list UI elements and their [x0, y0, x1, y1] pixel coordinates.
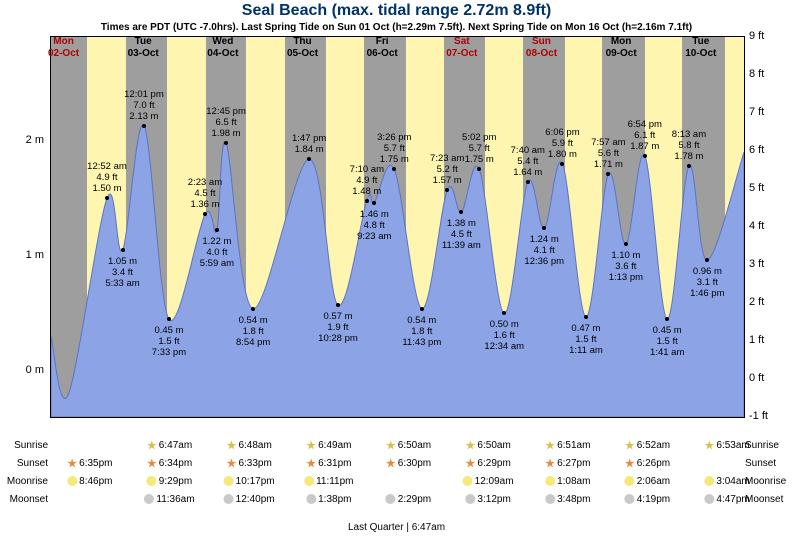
tide-chart: Seal Beach (max. tidal range 2.72m 8.9ft… — [0, 0, 793, 539]
row-label: Moonset — [745, 494, 791, 505]
moonrise-row: Moonrise Moonrise 8:46pm9:29pm10:17pm11:… — [50, 476, 743, 490]
astro-time: 6:51am — [545, 440, 590, 451]
row-label: Sunrise — [745, 440, 791, 451]
y-axis-left-m: 0 m1 m2 m — [0, 36, 48, 416]
astro-time: 6:29pm — [465, 458, 510, 469]
plot-area: 12:52 am4.9 ft1.50 m1.05 m3.4 ft5:33 am1… — [50, 36, 745, 418]
astro-time: 6:50am — [386, 440, 431, 451]
astro-time: 6:48am — [226, 440, 271, 451]
astro-time: 6:35pm — [67, 458, 112, 469]
astro-time: 1:08am — [545, 476, 590, 487]
chart-subtitle: Times are PDT (UTC -7.0hrs). Last Spring… — [0, 22, 793, 33]
astro-time: 10:17pm — [224, 476, 275, 487]
astro-time: 11:36am — [144, 494, 194, 505]
astro-time: 6:52am — [625, 440, 670, 451]
astro-time: 3:12pm — [465, 494, 510, 505]
row-label: Sunrise — [2, 440, 48, 451]
astro-time: 6:31pm — [306, 458, 351, 469]
row-label: Sunset — [745, 458, 791, 469]
row-label: Moonrise — [745, 476, 791, 487]
last-quarter-label: Last Quarter | 6:47am — [50, 522, 743, 533]
astro-time: 9:29pm — [147, 476, 192, 487]
astro-time: 6:33pm — [226, 458, 271, 469]
astro-time: 1:38pm — [306, 494, 351, 505]
row-label: Sunset — [2, 458, 48, 469]
astro-time: 4:47pm — [704, 494, 749, 505]
sunrise-row: Sunrise Sunrise 6:47am6:48am6:49am6:50am… — [50, 440, 743, 454]
astro-time: 8:46pm — [67, 476, 112, 487]
astro-time: 3:48pm — [545, 494, 590, 505]
astro-time: 12:40pm — [224, 494, 275, 505]
astro-time: 12:09am — [463, 476, 514, 487]
row-label: Moonset — [2, 494, 48, 505]
astro-time: 11:11pm — [304, 476, 353, 487]
moonset-row: Moonset Moonset 11:36am12:40pm1:38pm2:29… — [50, 494, 743, 508]
astro-time: 6:49am — [306, 440, 351, 451]
astro-time: 4:19pm — [625, 494, 670, 505]
astro-time: 2:29pm — [386, 494, 431, 505]
astro-time: 3:04am — [704, 476, 749, 487]
row-label: Moonrise — [2, 476, 48, 487]
astro-time: 2:06am — [625, 476, 670, 487]
astro-time: 6:30pm — [386, 458, 431, 469]
y-axis-right-ft: -1 ft0 ft1 ft2 ft3 ft4 ft5 ft6 ft7 ft8 f… — [745, 36, 793, 416]
chart-title: Seal Beach (max. tidal range 2.72m 8.9ft… — [0, 2, 793, 20]
sunset-row: Sunset Sunset 6:35pm6:34pm6:33pm6:31pm6:… — [50, 458, 743, 472]
astro-time: 6:50am — [465, 440, 510, 451]
astro-time: 6:34pm — [147, 458, 192, 469]
astro-time: 6:47am — [147, 440, 192, 451]
astro-time: 6:27pm — [545, 458, 590, 469]
astro-time: 6:53am — [704, 440, 749, 451]
astro-time: 6:26pm — [625, 458, 670, 469]
